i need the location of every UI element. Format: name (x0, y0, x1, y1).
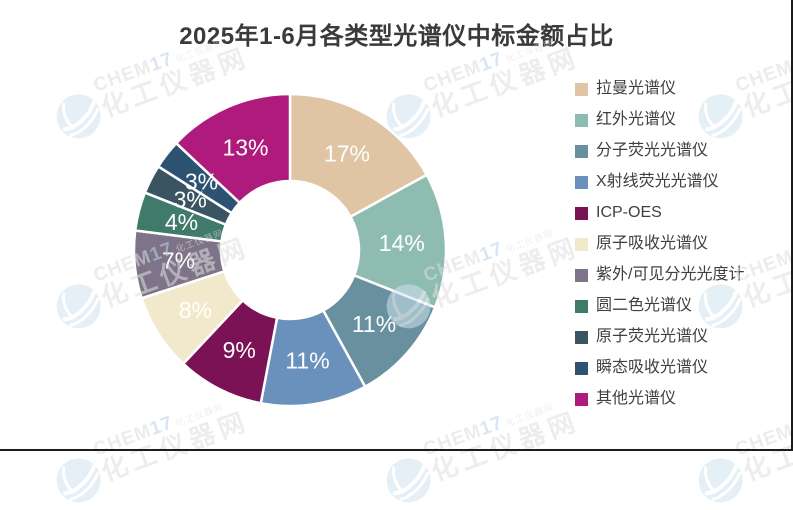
legend-swatch (575, 82, 588, 96)
watermark-globe-icon (56, 458, 101, 503)
legend-label: 拉曼光谱仪 (596, 80, 677, 97)
slice-label-1: 17% (324, 141, 370, 167)
legend-label: ICP-OES (596, 204, 662, 221)
legend-item-10[interactable]: 瞬态吸收光谱仪 (575, 359, 744, 377)
donut-slices (132, 92, 448, 408)
slice-label-3: 11% (352, 311, 396, 337)
slice-label-11: 13% (222, 134, 268, 160)
donut-slice-labels: 17%14%11%11%9%8%7%4%3%3%13% (162, 134, 425, 373)
legend-label: 瞬态吸收光谱仪 (596, 359, 709, 376)
legend-label: 其他光谱仪 (596, 390, 677, 407)
legend-swatch (575, 330, 588, 344)
legend-swatch (575, 361, 588, 375)
legend-item-8[interactable]: 圆二色光谱仪 (575, 297, 744, 315)
right-border-line (791, 0, 793, 451)
legend-item-11[interactable]: 其他光谱仪 (575, 390, 744, 408)
page-title: 2025年1-6月各类型光谱仪中标金额占比 (179, 23, 614, 50)
slice-label-10: 3% (185, 168, 218, 194)
legend-item-3[interactable]: 分子荧光光谱仪 (575, 142, 744, 160)
legend-item-4[interactable]: X射线荧光光谱仪 (575, 173, 744, 191)
pie-slice-11[interactable] (175, 92, 292, 205)
watermark-globe-icon (386, 458, 431, 503)
legend-label: X射线荧光光谱仪 (596, 173, 719, 190)
legend-swatch (575, 299, 588, 313)
chart-legend: 拉曼光谱仪红外光谱仪分子荧光光谱仪 X射线荧光光谱仪 ICP-OES 原子吸收光谱仪紫… (575, 80, 744, 408)
legend-label: 原子荧光光谱仪 (596, 328, 709, 345)
legend-item-9[interactable]: 原子荧光光谱仪 (575, 328, 744, 346)
watermark-globe-icon (698, 458, 743, 503)
legend-item-5[interactable]: ICP-OES (575, 204, 744, 222)
legend-swatch (575, 175, 588, 189)
pie-slice-1[interactable] (288, 92, 428, 219)
slice-label-7: 7% (162, 248, 195, 274)
legend-item-1[interactable]: 拉曼光谱仪 (575, 80, 744, 98)
legend-swatch (575, 113, 588, 127)
legend-swatch (575, 268, 588, 282)
slice-label-5: 9% (223, 337, 256, 363)
legend-swatch (575, 206, 588, 220)
slice-label-2: 14% (379, 230, 425, 256)
slice-label-4: 11% (285, 348, 329, 374)
donut-chart: 17%14%11%11%9%8%7%4%3%3%13% (132, 92, 448, 408)
legend-label: 红外光谱仪 (596, 111, 677, 128)
legend-label: 圆二色光谱仪 (596, 297, 693, 314)
legend-swatch (575, 237, 588, 251)
legend-item-2[interactable]: 红外光谱仪 (575, 111, 744, 129)
slice-label-9: 3% (174, 186, 207, 212)
pie-slice-2[interactable] (349, 173, 448, 309)
bottom-border-line (0, 449, 793, 451)
legend-item-7[interactable]: 紫外/可见分光光度计 (575, 266, 744, 284)
legend-label: 分子荧光光谱仪 (596, 142, 709, 159)
slice-label-6: 8% (179, 297, 212, 323)
legend-label: 紫外/可见分光光度计 (596, 266, 745, 283)
legend-swatch (575, 392, 588, 406)
slice-label-8: 4% (165, 209, 198, 235)
legend-item-6[interactable]: 原子吸收光谱仪 (575, 235, 744, 253)
legend-label: 原子吸收光谱仪 (596, 235, 709, 252)
legend-swatch (575, 144, 588, 158)
